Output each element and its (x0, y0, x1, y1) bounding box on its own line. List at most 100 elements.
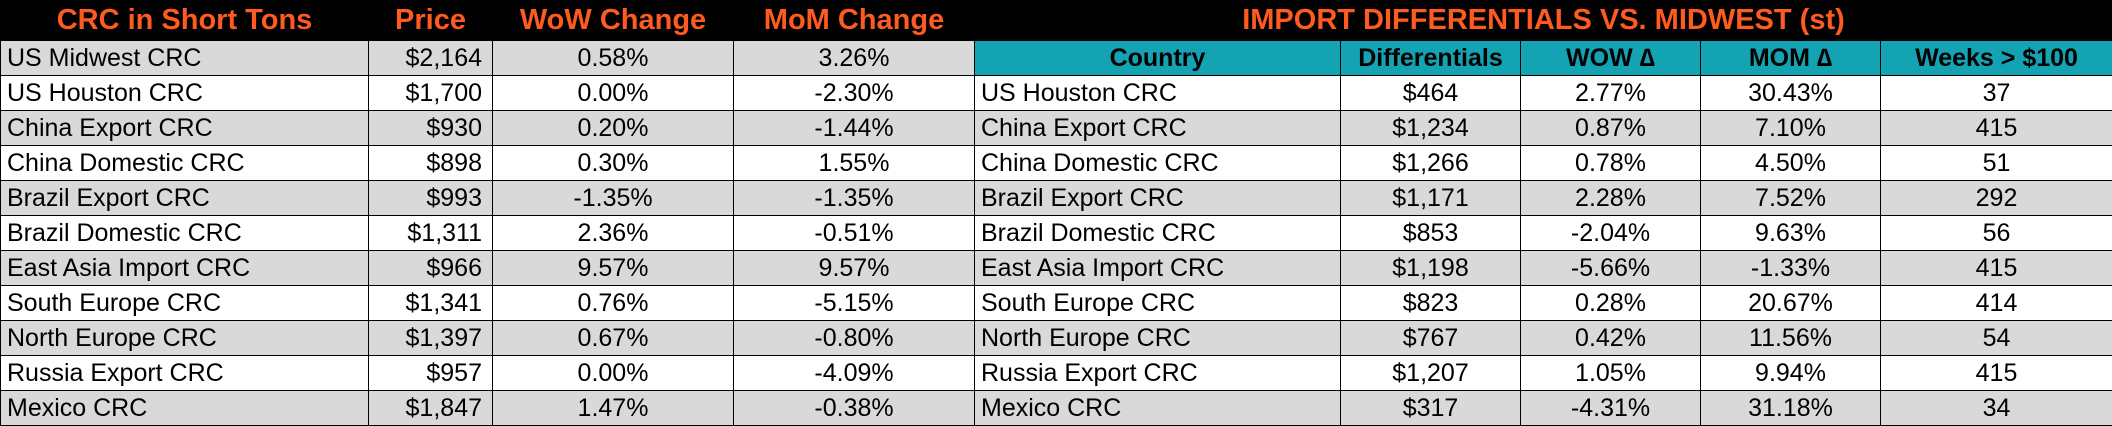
wow-delta-cell: 0.42% (1521, 321, 1701, 356)
country-name-cell: North Europe CRC (975, 321, 1341, 356)
column-header-mom-delta: MOM ∆ (1701, 41, 1881, 76)
differential-cell: $853 (1341, 216, 1521, 251)
wow-delta-cell: 0.87% (1521, 111, 1701, 146)
country-name-cell: China Domestic CRC (975, 146, 1341, 181)
mom-change-cell: -5.15% (734, 286, 975, 321)
price-cell: $1,847 (369, 391, 493, 426)
weeks-over-100-cell: 415 (1881, 111, 2112, 146)
wow-delta-cell: -4.31% (1521, 391, 1701, 426)
mom-change-cell: -1.44% (734, 111, 975, 146)
column-header-weeks-over-100: Weeks > $100 (1881, 41, 2112, 76)
table-row: North Europe CRC $1,397 0.67% -0.80% (1, 321, 975, 356)
wow-change-cell: 1.47% (493, 391, 734, 426)
country-name-cell: South Europe CRC (975, 286, 1341, 321)
mom-delta-cell: 7.10% (1701, 111, 1881, 146)
wow-delta-cell: 1.05% (1521, 356, 1701, 391)
price-cell: $930 (369, 111, 493, 146)
import-differentials-header-row: Country Differentials WOW ∆ MOM ∆ Weeks … (975, 41, 2112, 76)
table-row: South Europe CRC $1,341 0.76% -5.15% (1, 286, 975, 321)
product-name-cell: China Export CRC (1, 111, 369, 146)
wow-change-cell: 0.67% (493, 321, 734, 356)
column-header-price: Price (369, 1, 493, 41)
table-row: East Asia Import CRC $1,198 -5.66% -1.33… (975, 251, 2112, 286)
mom-change-cell: 1.55% (734, 146, 975, 181)
table-row: China Export CRC $930 0.20% -1.44% (1, 111, 975, 146)
price-cell: $1,341 (369, 286, 493, 321)
weeks-over-100-cell: 292 (1881, 181, 2112, 216)
country-name-cell: East Asia Import CRC (975, 251, 1341, 286)
wow-change-cell: -1.35% (493, 181, 734, 216)
wow-delta-cell: -5.66% (1521, 251, 1701, 286)
table-row: China Export CRC $1,234 0.87% 7.10% 415 (975, 111, 2112, 146)
column-header-crc-in-short-tons: CRC in Short Tons (1, 1, 369, 41)
wow-delta-cell: 2.28% (1521, 181, 1701, 216)
mom-change-cell: -2.30% (734, 76, 975, 111)
mom-change-cell: -0.80% (734, 321, 975, 356)
price-cell: $993 (369, 181, 493, 216)
mom-delta-cell: 31.18% (1701, 391, 1881, 426)
table-row: Brazil Export CRC $1,171 2.28% 7.52% 292 (975, 181, 2112, 216)
wow-change-cell: 0.20% (493, 111, 734, 146)
table-row: Brazil Domestic CRC $1,311 2.36% -0.51% (1, 216, 975, 251)
crc-price-table: CRC in Short Tons Price WoW Change MoM C… (0, 0, 975, 426)
column-header-differentials: Differentials (1341, 41, 1521, 76)
mom-change-cell: -0.51% (734, 216, 975, 251)
crc-price-table-header-row: CRC in Short Tons Price WoW Change MoM C… (1, 1, 975, 41)
country-name-cell: Mexico CRC (975, 391, 1341, 426)
table-row: US Houston CRC $464 2.77% 30.43% 37 (975, 76, 2112, 111)
mom-change-cell: 9.57% (734, 251, 975, 286)
weeks-over-100-cell: 56 (1881, 216, 2112, 251)
product-name-cell: South Europe CRC (1, 286, 369, 321)
price-cell: $1,397 (369, 321, 493, 356)
product-name-cell: North Europe CRC (1, 321, 369, 356)
country-name-cell: Brazil Export CRC (975, 181, 1341, 216)
table-row: US Houston CRC $1,700 0.00% -2.30% (1, 76, 975, 111)
product-name-cell: Russia Export CRC (1, 356, 369, 391)
product-name-cell: Brazil Domestic CRC (1, 216, 369, 251)
differential-cell: $1,171 (1341, 181, 1521, 216)
product-name-cell: East Asia Import CRC (1, 251, 369, 286)
wow-delta-cell: 0.28% (1521, 286, 1701, 321)
mom-delta-cell: 7.52% (1701, 181, 1881, 216)
table-row: US Midwest CRC $2,164 0.58% 3.26% (1, 41, 975, 76)
column-header-wow-delta: WOW ∆ (1521, 41, 1701, 76)
import-differentials-title-row: IMPORT DIFFERENTIALS VS. MIDWEST (st) (975, 1, 2112, 41)
differential-cell: $1,266 (1341, 146, 1521, 181)
price-cell: $898 (369, 146, 493, 181)
wow-delta-cell: 0.78% (1521, 146, 1701, 181)
product-name-cell: China Domestic CRC (1, 146, 369, 181)
differential-cell: $1,207 (1341, 356, 1521, 391)
table-row: South Europe CRC $823 0.28% 20.67% 414 (975, 286, 2112, 321)
product-name-cell: Brazil Export CRC (1, 181, 369, 216)
table-row: Brazil Export CRC $993 -1.35% -1.35% (1, 181, 975, 216)
mom-delta-cell: -1.33% (1701, 251, 1881, 286)
column-header-wow-change: WoW Change (493, 1, 734, 41)
wow-change-cell: 0.76% (493, 286, 734, 321)
table-row: Brazil Domestic CRC $853 -2.04% 9.63% 56 (975, 216, 2112, 251)
weeks-over-100-cell: 415 (1881, 251, 2112, 286)
import-differentials-table: IMPORT DIFFERENTIALS VS. MIDWEST (st) Co… (974, 0, 2112, 426)
mom-change-cell: -4.09% (734, 356, 975, 391)
differential-cell: $823 (1341, 286, 1521, 321)
import-differentials-title: IMPORT DIFFERENTIALS VS. MIDWEST (st) (975, 1, 2112, 41)
table-row: Mexico CRC $1,847 1.47% -0.38% (1, 391, 975, 426)
price-cell: $1,700 (369, 76, 493, 111)
mom-change-cell: 3.26% (734, 41, 975, 76)
price-cell: $1,311 (369, 216, 493, 251)
country-name-cell: China Export CRC (975, 111, 1341, 146)
mom-delta-cell: 4.50% (1701, 146, 1881, 181)
price-cell: $966 (369, 251, 493, 286)
mom-delta-cell: 9.94% (1701, 356, 1881, 391)
wow-change-cell: 0.00% (493, 76, 734, 111)
country-name-cell: US Houston CRC (975, 76, 1341, 111)
table-row: China Domestic CRC $898 0.30% 1.55% (1, 146, 975, 181)
wow-change-cell: 2.36% (493, 216, 734, 251)
differential-cell: $464 (1341, 76, 1521, 111)
product-name-cell: US Midwest CRC (1, 41, 369, 76)
weeks-over-100-cell: 37 (1881, 76, 2112, 111)
product-name-cell: Mexico CRC (1, 391, 369, 426)
column-header-mom-change: MoM Change (734, 1, 975, 41)
wow-delta-cell: 2.77% (1521, 76, 1701, 111)
wow-delta-cell: -2.04% (1521, 216, 1701, 251)
weeks-over-100-cell: 415 (1881, 356, 2112, 391)
